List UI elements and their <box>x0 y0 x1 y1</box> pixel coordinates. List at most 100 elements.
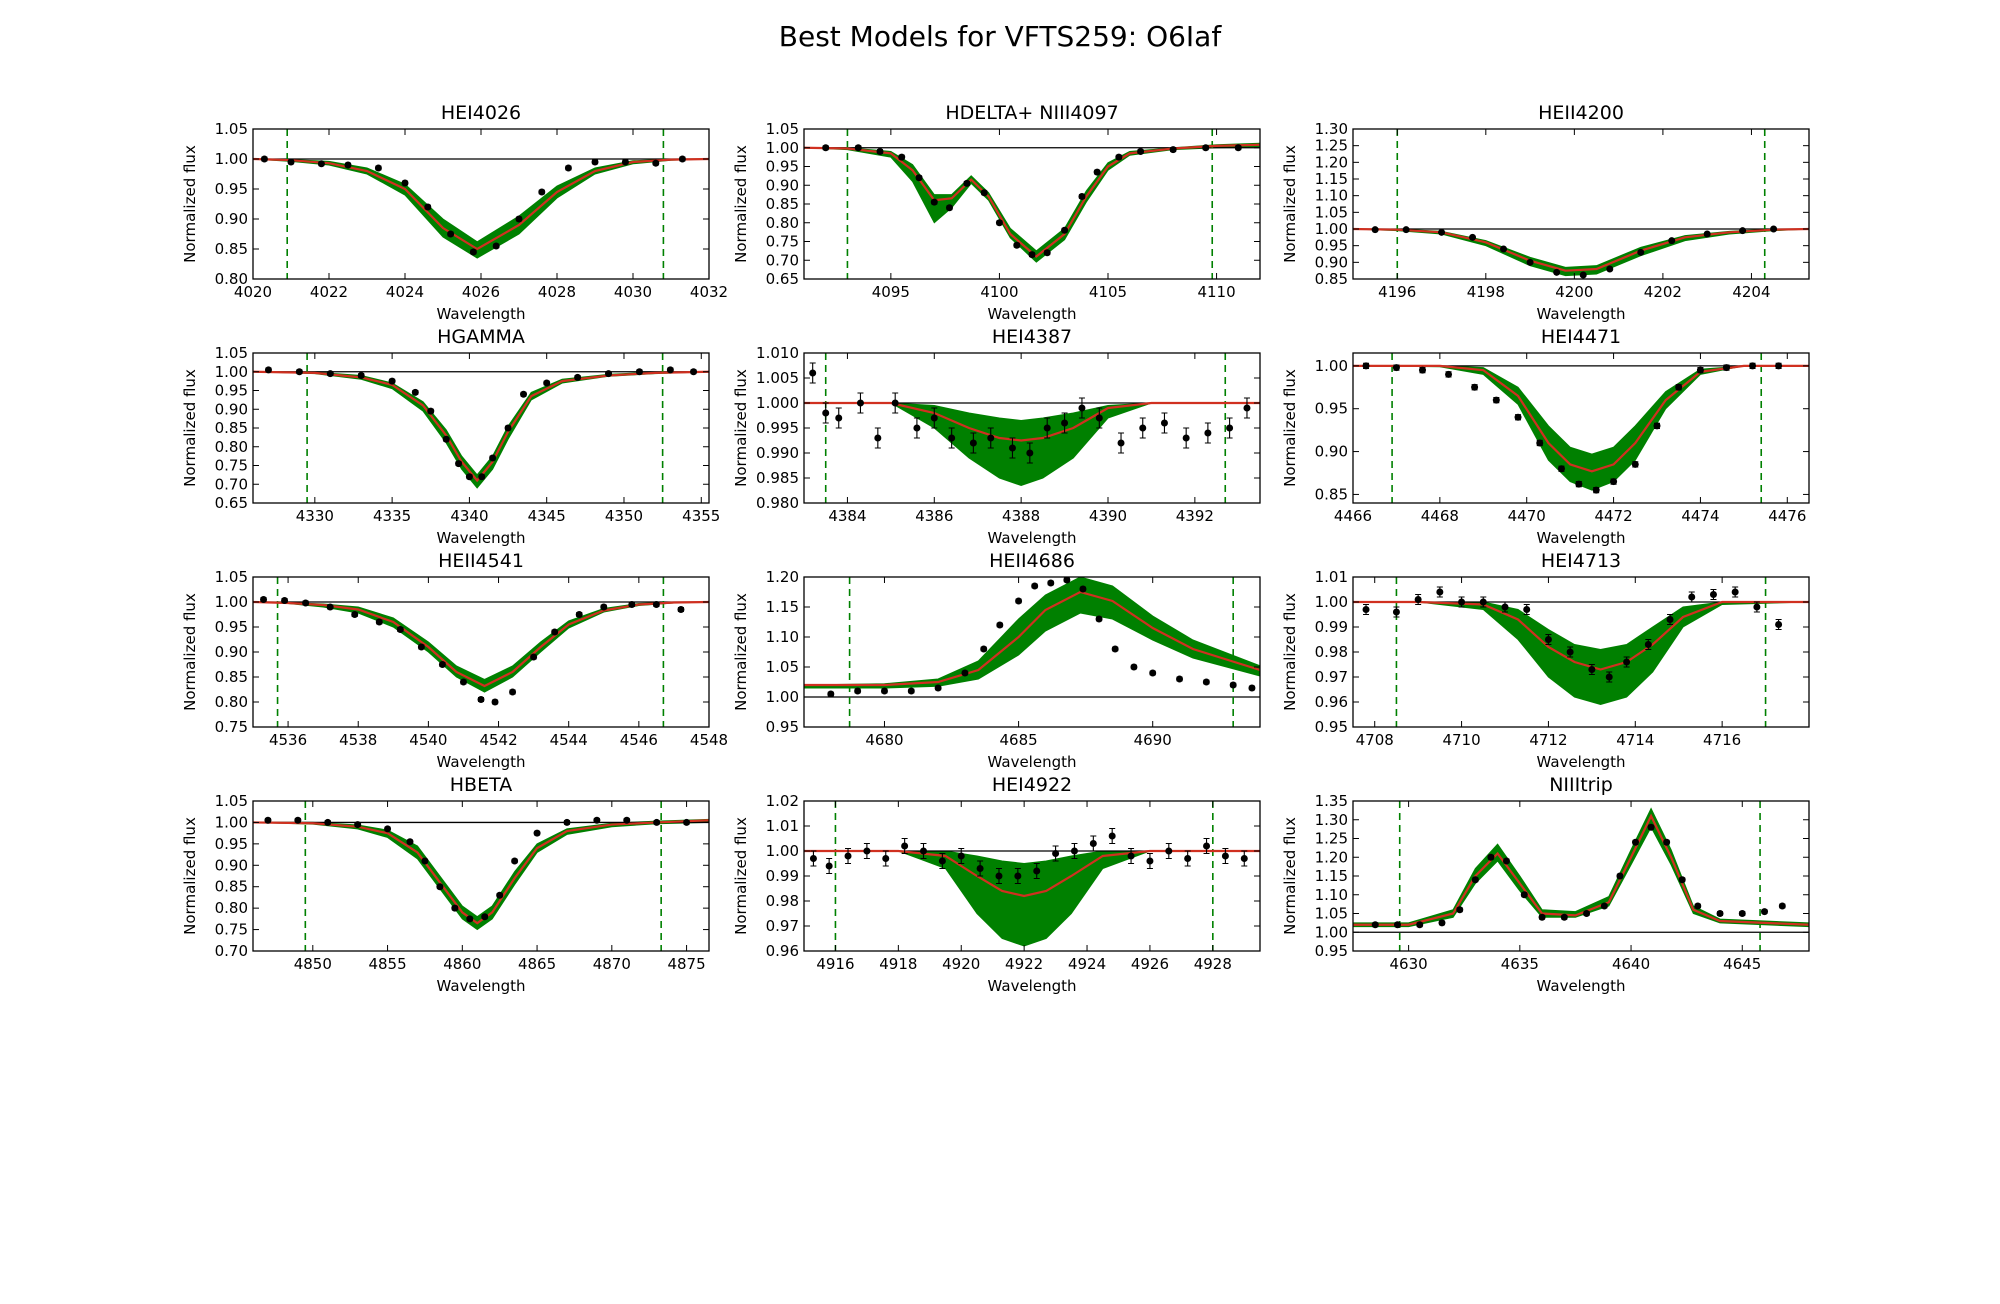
subplot: HEI4026 4020 4022 4024 4026 4028 4030 4032 0.80 0… <box>181 102 728 323</box>
axes-frame <box>803 576 1261 728</box>
y-tick-label: 1.15 <box>766 598 799 616</box>
y-tick-label: 0.90 <box>766 176 799 194</box>
x-axis-label: Wavelength <box>988 305 1077 323</box>
y-axis-label: Normalized flux <box>181 369 199 487</box>
x-tick-label: 4202 <box>1644 283 1682 301</box>
observed-point <box>1139 424 1147 432</box>
observed-point <box>822 144 830 152</box>
y-tick-label: 1.05 <box>215 568 248 586</box>
observed-point <box>469 248 477 256</box>
x-tick-label: 4870 <box>593 955 631 973</box>
y-tick-label: 1.20 <box>1315 848 1348 866</box>
y-tick-label: 0.97 <box>766 917 799 935</box>
observed-point <box>1749 362 1757 370</box>
observed-point <box>354 821 362 829</box>
observed-point <box>822 409 830 417</box>
x-tick-label: 4685 <box>999 731 1037 749</box>
y-tick-label: 1.20 <box>766 568 799 586</box>
x-tick-label: 4350 <box>605 507 643 525</box>
plot-area <box>1353 353 1809 503</box>
model-band <box>1353 807 1809 928</box>
observed-point <box>1371 226 1379 234</box>
observed-point <box>1078 193 1086 200</box>
observed-point <box>882 855 890 862</box>
observed-point <box>1008 444 1016 452</box>
observed-point <box>264 816 272 824</box>
y-tick-label: 1.005 <box>756 369 799 387</box>
x-tick-label: 4536 <box>269 731 307 749</box>
observed-point <box>1137 148 1145 155</box>
observed-point <box>326 370 334 378</box>
subplot-title: HEI4026 <box>441 102 521 124</box>
x-axis-label: Wavelength <box>988 753 1077 771</box>
plot-area <box>253 577 709 727</box>
x-tick-label: 4928 <box>1194 955 1232 973</box>
y-tick-label: 1.20 <box>1315 153 1348 171</box>
observed-point <box>1028 251 1036 259</box>
best-model-line <box>804 401 1260 442</box>
observed-point <box>1108 832 1116 840</box>
x-tick-label: 4544 <box>550 731 588 749</box>
x-tick-label: 4340 <box>450 507 488 525</box>
observed-point <box>1130 663 1138 671</box>
observed-point <box>901 842 909 850</box>
observed-point <box>1047 579 1055 587</box>
observed-point <box>809 369 817 377</box>
y-tick-label: 0.90 <box>215 210 248 228</box>
observed-point <box>564 164 572 172</box>
observed-point <box>375 618 383 626</box>
observed-point <box>1487 853 1495 861</box>
y-tick-label: 0.75 <box>215 921 248 939</box>
y-tick-label: 1.00 <box>215 813 248 831</box>
subplot: HEI4922 4916 4918 4920 4922 4924 4926 4928 0.96 0… <box>732 774 1261 995</box>
x-tick-label: 4635 <box>1501 955 1539 973</box>
observed-point <box>934 684 942 692</box>
y-tick-label: 1.05 <box>766 658 799 676</box>
observed-point <box>1063 577 1071 584</box>
x-tick-label: 4386 <box>915 507 953 525</box>
observed-point <box>635 368 643 376</box>
observed-point <box>317 160 325 168</box>
observed-point <box>1243 404 1251 412</box>
observed-point <box>996 621 1004 629</box>
observed-point <box>1026 449 1034 457</box>
observed-point <box>344 161 352 169</box>
subplot: HBETA 4850 4855 4860 4865 4870 4875 0.70 0.75 0.8… <box>181 774 710 995</box>
observed-point <box>920 847 928 855</box>
y-tick-label: 0.980 <box>756 494 799 512</box>
x-axis-label: Wavelength <box>1537 529 1626 547</box>
observed-point <box>447 230 455 238</box>
y-tick-label: 0.80 <box>215 438 248 456</box>
plot-area <box>1353 129 1809 279</box>
x-tick-label: 4680 <box>865 731 903 749</box>
observed-point <box>891 399 899 407</box>
observed-point <box>351 611 359 618</box>
x-tick-label: 4865 <box>518 955 556 973</box>
x-tick-label: 4716 <box>1703 731 1741 749</box>
y-tick-label: 0.995 <box>756 419 799 437</box>
x-tick-label: 4026 <box>462 283 500 301</box>
observed-point <box>442 435 450 443</box>
observed-point <box>915 174 923 182</box>
observed-point <box>995 872 1003 880</box>
observed-point <box>520 390 528 398</box>
observed-point <box>1600 902 1608 910</box>
y-tick-label: 0.65 <box>766 270 799 288</box>
observed-point <box>515 215 523 223</box>
best-model-line <box>253 370 709 483</box>
observed-point <box>477 696 485 703</box>
y-tick-label: 0.95 <box>215 618 248 636</box>
x-tick-label: 4022 <box>310 283 348 301</box>
observed-point <box>574 373 582 381</box>
observed-point <box>653 818 661 826</box>
subplot-title: HDELTA+ NIII4097 <box>945 102 1118 124</box>
observed-point <box>1479 598 1487 606</box>
y-tick-label: 0.95 <box>766 718 799 736</box>
observed-point <box>1637 248 1645 256</box>
observed-point <box>295 368 303 376</box>
x-tick-label: 4392 <box>1176 507 1214 525</box>
observed-point <box>281 597 289 604</box>
observed-point <box>388 377 396 385</box>
best-model-line <box>804 590 1260 687</box>
y-tick-label: 0.70 <box>215 475 248 493</box>
